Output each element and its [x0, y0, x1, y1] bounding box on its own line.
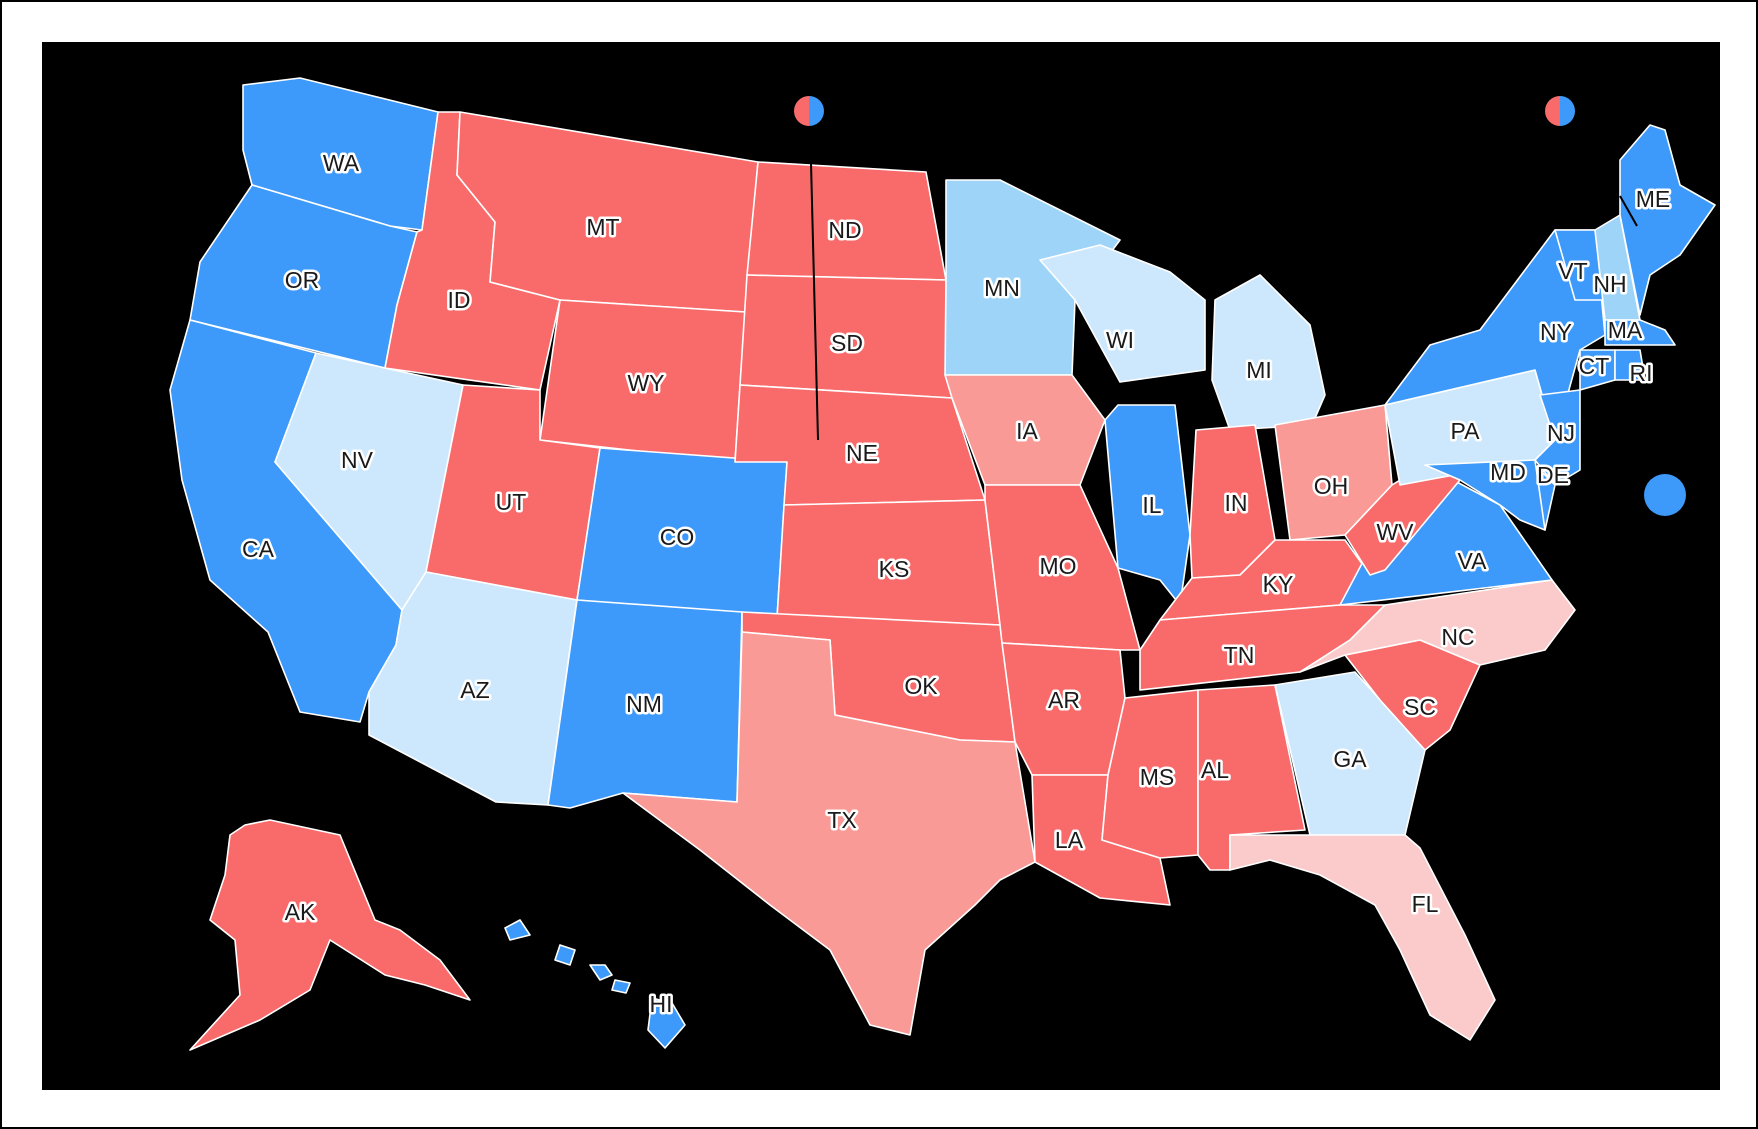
state-mn[interactable]: [944, 179, 1121, 376]
state-fl[interactable]: [1229, 834, 1496, 1041]
state-hi[interactable]: [504, 919, 686, 1049]
me-district-line: [1619, 195, 1638, 227]
state-nc[interactable]: [1299, 579, 1576, 673]
state-nm[interactable]: [547, 599, 743, 809]
half-red-half-blue-circle-icon[interactable]: [794, 96, 824, 126]
state-tx[interactable]: [622, 631, 1036, 1036]
state-il[interactable]: [1104, 404, 1191, 606]
state-ak[interactable]: [189, 819, 471, 1051]
markers-layer: [794, 96, 1686, 516]
half-red-half-blue-circle-icon[interactable]: [1545, 96, 1575, 126]
ne-district-line: [810, 162, 819, 441]
state-mi[interactable]: [1211, 274, 1326, 431]
marker-blue-half: [1560, 96, 1575, 126]
state-ma[interactable]: [1604, 319, 1676, 346]
marker-blue-half: [809, 96, 824, 126]
state-ar[interactable]: [1001, 642, 1126, 776]
marker-red-half: [1545, 96, 1560, 126]
state-ct[interactable]: [1579, 349, 1616, 391]
state-ga[interactable]: [1274, 671, 1426, 836]
state-wy[interactable]: [539, 299, 746, 463]
state-wa[interactable]: [242, 77, 439, 231]
district-lines-layer: [810, 162, 1638, 441]
state-sd[interactable]: [739, 274, 953, 399]
state-wi[interactable]: [1039, 244, 1206, 383]
state-ks[interactable]: [776, 499, 1001, 626]
state-me[interactable]: [1619, 124, 1716, 316]
blue-circle-icon[interactable]: [1644, 474, 1686, 516]
state-nd[interactable]: [746, 161, 947, 281]
state-md[interactable]: [1424, 459, 1546, 531]
state-co[interactable]: [576, 447, 788, 619]
state-mt[interactable]: [456, 111, 759, 313]
state-ri[interactable]: [1614, 349, 1646, 381]
marker-red-half: [794, 96, 809, 126]
states-layer: [169, 77, 1716, 1051]
